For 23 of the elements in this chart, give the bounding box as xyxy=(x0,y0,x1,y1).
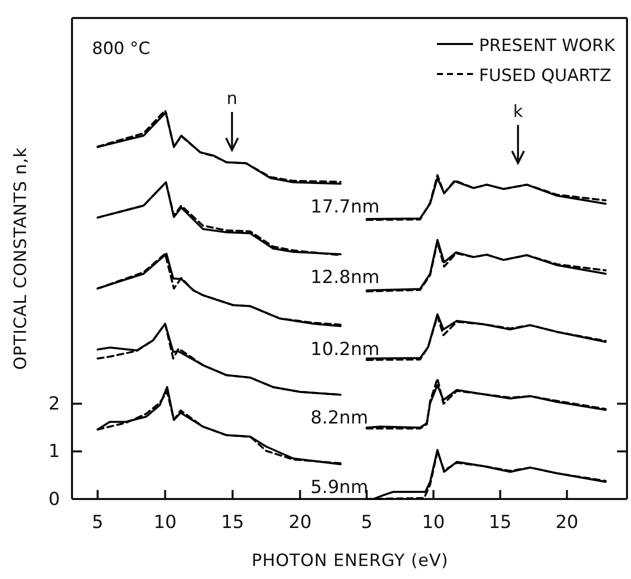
annotation: n xyxy=(226,89,238,109)
series-label: 8.2nm xyxy=(310,408,368,429)
y-tick-label: 1 xyxy=(48,441,60,462)
x-axis-title: PHOTON ENERGY (eV) xyxy=(252,551,448,571)
annotation: 800 °C xyxy=(92,39,150,59)
series-label: 17.7nm xyxy=(310,196,380,218)
x-tick-label: 10 xyxy=(154,512,177,533)
y-axis-title: OPTICAL CONSTANTS n,k xyxy=(11,147,31,370)
x-tick-label: 20 xyxy=(288,512,312,533)
legend-label: PRESENT WORK xyxy=(479,36,616,56)
x-tick-label: 20 xyxy=(555,512,578,533)
x-tick-label: 5 xyxy=(360,512,372,533)
series-label: 12.8nm xyxy=(310,267,380,288)
y-tick-label: 2 xyxy=(48,394,60,415)
x-tick-label: 15 xyxy=(488,512,512,533)
y-tick-label: 0 xyxy=(48,488,60,510)
series-label: 5.9nm xyxy=(310,477,368,498)
series-label: 10.2nm xyxy=(310,339,380,360)
x-tick-label: 10 xyxy=(422,512,445,533)
legend-label: FUSED QUARTZ xyxy=(479,66,612,86)
annotation: k xyxy=(513,102,524,122)
x-tick-label: 15 xyxy=(221,512,244,533)
x-tick-label: 5 xyxy=(92,512,104,533)
